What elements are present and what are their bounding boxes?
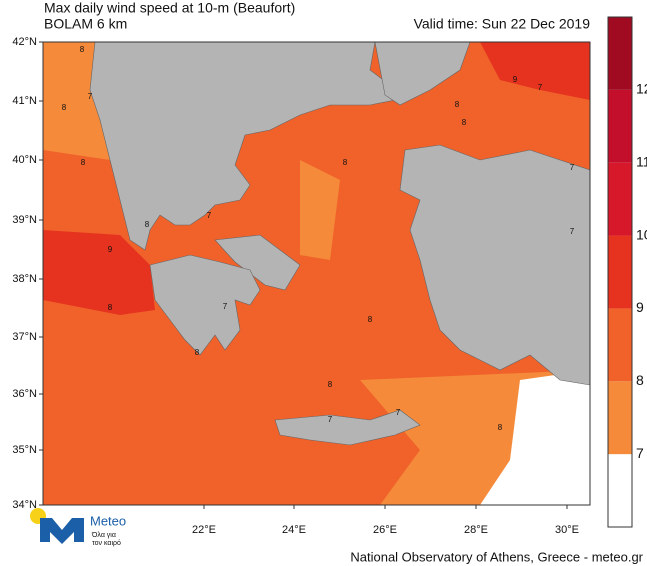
colorbar-label: 11 xyxy=(636,153,647,169)
contour-label: 8 xyxy=(145,220,150,229)
land xyxy=(214,234,301,291)
logo-tagline: τον καιρό xyxy=(92,539,121,547)
lon-label: 26°E xyxy=(373,524,397,536)
contour-label: 8 xyxy=(455,100,460,109)
lon-label: 28°E xyxy=(464,524,488,536)
contour-label: 8 xyxy=(195,348,200,357)
lat-label: 35°N xyxy=(12,444,37,456)
lon-label: 24°E xyxy=(282,524,306,536)
strong-wind-area xyxy=(480,42,590,100)
land xyxy=(399,144,590,386)
colorbar-band xyxy=(608,89,632,163)
lon-label: 30°E xyxy=(555,524,579,536)
contour-label: 8 xyxy=(80,45,85,54)
lon-label: 22°E xyxy=(192,524,216,536)
weak-wind-area xyxy=(300,160,340,260)
contour-label: 9 xyxy=(108,245,113,254)
lat-label: 41°N xyxy=(12,95,37,107)
land xyxy=(374,42,471,106)
lat-label: 40°N xyxy=(12,154,37,166)
contour-label: 8 xyxy=(328,380,333,389)
valid-time: Valid time: Sun 22 Dec 2019 xyxy=(414,16,591,32)
strong-wind-area xyxy=(43,230,155,315)
land xyxy=(89,42,396,251)
colorbar-label: 7 xyxy=(636,445,644,461)
colorbar-frame xyxy=(607,16,633,528)
land xyxy=(274,409,421,446)
title: Max daily wind speed at 10-m (Beaufort) xyxy=(44,0,295,16)
contour-label: 8 xyxy=(62,103,67,112)
colorbar-label: 9 xyxy=(636,299,644,315)
lat-label: 36°N xyxy=(12,388,37,400)
model: BOLAM 6 km xyxy=(44,16,127,32)
logo-name: Meteo xyxy=(90,513,126,528)
contour-label: 7 xyxy=(570,227,575,236)
colorbar-band xyxy=(608,308,632,382)
land xyxy=(149,254,261,356)
colorbar-band xyxy=(608,17,632,90)
colorbar-band xyxy=(608,454,632,527)
colorbar-label: 8 xyxy=(636,372,644,388)
contour-label: 8 xyxy=(368,315,373,324)
logo: Meteo Όλα για τον καιρό xyxy=(30,508,126,547)
colorbar-band xyxy=(608,162,632,236)
lat-label: 39°N xyxy=(12,214,37,226)
contour-label: 7 xyxy=(88,92,93,101)
calm-area xyxy=(480,370,590,505)
colorbar-band xyxy=(608,235,632,309)
contour-label: 8 xyxy=(81,158,86,167)
contour-label: 8 xyxy=(462,118,467,127)
logo-mark xyxy=(40,518,84,544)
colorbar-label: 10 xyxy=(636,226,647,242)
contour-label: 8 xyxy=(343,158,348,167)
contour-label: 9 xyxy=(513,75,518,84)
contour-label: 7 xyxy=(538,83,543,92)
contour-label: 7 xyxy=(396,408,401,417)
lat-label: 37°N xyxy=(12,331,37,343)
contour-label: 7 xyxy=(328,415,333,424)
map xyxy=(42,41,591,506)
footer: National Observatory of Athens, Greece -… xyxy=(350,549,643,564)
lat-label: 42°N xyxy=(12,36,37,48)
contour-label: 7 xyxy=(223,302,228,311)
lat-label: 34°N xyxy=(12,499,37,511)
colorbar-label: 12 xyxy=(636,81,647,97)
logo-tagline: Όλα για xyxy=(91,532,116,539)
contour-label: 7 xyxy=(570,163,575,172)
contour-label: 7 xyxy=(207,211,212,220)
contour-label: 8 xyxy=(108,303,113,312)
map-frame xyxy=(42,41,591,506)
colorbar-band xyxy=(608,381,632,455)
lat-label: 38°N xyxy=(12,273,37,285)
contour-label: 8 xyxy=(498,423,503,432)
